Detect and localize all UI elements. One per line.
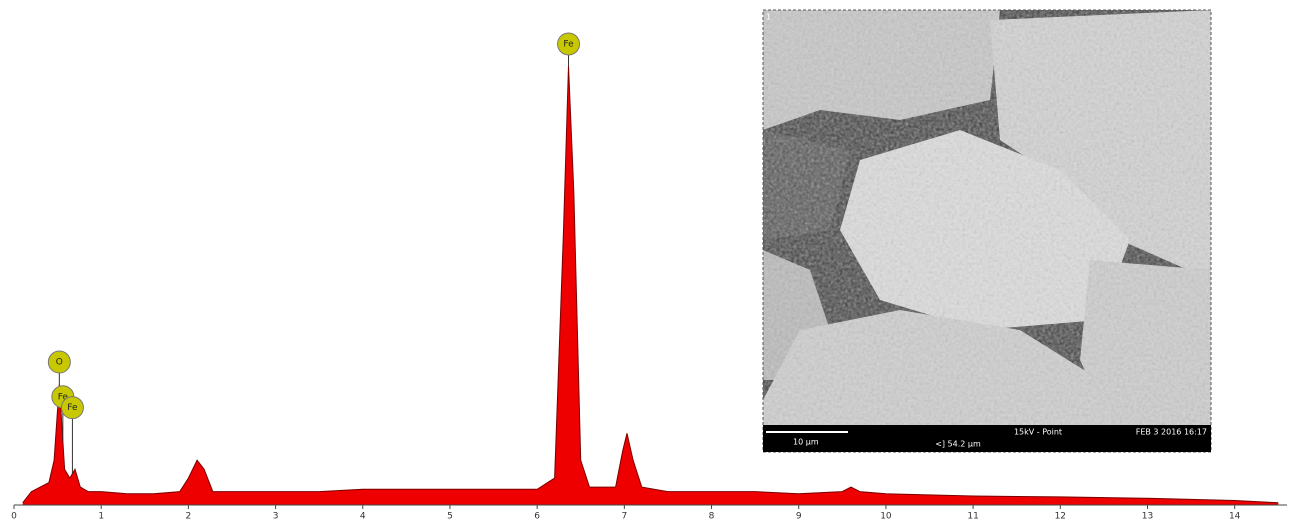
x-tick-label: 0 <box>11 512 17 521</box>
x-tick-label: 8 <box>709 512 715 521</box>
chart: 01234567891011121314OFeFeFe 1 10 µm 15kV… <box>0 0 1302 521</box>
x-tick-label: 14 <box>1229 512 1241 521</box>
x-tick-label: 10 <box>880 512 892 521</box>
element-label: Fe <box>67 403 78 413</box>
element-label: O <box>56 358 63 368</box>
x-tick-label: 6 <box>534 512 540 521</box>
x-tick-label: 9 <box>796 512 802 521</box>
field-label: <] 54.2 µm <box>935 440 981 449</box>
sem-image <box>763 10 1211 425</box>
x-tick-label: 3 <box>273 512 279 521</box>
scale-label: 10 µm <box>793 438 819 447</box>
date-label: FEB 3 2016 16:17 <box>1136 428 1207 437</box>
x-tick-label: 7 <box>621 512 627 521</box>
x-tick-label: 2 <box>186 512 192 521</box>
x-tick-label: 1 <box>98 512 104 521</box>
sem-inset: 1 10 µm 15kV - Point FEB 3 2016 16:17 <]… <box>763 10 1211 452</box>
page: {"chart_data": { "type": "area", "x": [0… <box>0 0 1302 521</box>
x-tick-label: 4 <box>360 512 366 521</box>
x-tick-label: 12 <box>1055 512 1066 521</box>
mode-label: 15kV - Point <box>1014 428 1062 437</box>
element-label: Fe <box>563 39 574 49</box>
x-tick-label: 13 <box>1142 512 1153 521</box>
x-tick-label: 11 <box>967 512 978 521</box>
image-label: 1 <box>766 13 771 22</box>
x-tick-label: 5 <box>447 512 453 521</box>
